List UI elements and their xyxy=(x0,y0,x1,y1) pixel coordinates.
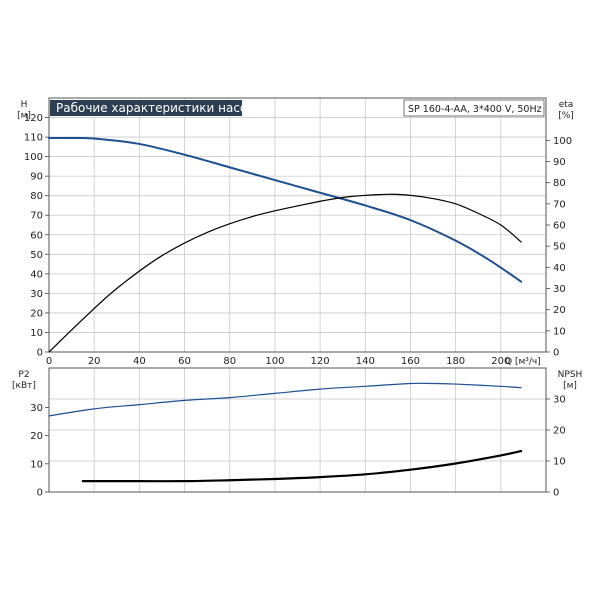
pump-model-label: SP 160-4-AA, 3*400 V, 50Hz xyxy=(408,104,542,115)
model-box xyxy=(403,99,545,117)
y-tick-label-left: 10 xyxy=(30,328,43,339)
top-plot-frame xyxy=(48,97,547,353)
power-curve xyxy=(48,382,522,417)
chart-title: Рабочие характеристики насоса xyxy=(56,101,261,115)
y-tick-label-left: 80 xyxy=(30,191,43,202)
x-axis-label: Q [м³/ч] xyxy=(505,357,541,367)
npsh-curve xyxy=(81,449,523,483)
x-tick-label: 160 xyxy=(401,356,420,367)
y-axis-unit-right-bottom: [м] xyxy=(563,381,577,391)
x-tick-label: 200 xyxy=(491,356,510,367)
y-tick-label-left-bottom: 20 xyxy=(30,431,43,442)
y-tick-label-right: 50 xyxy=(553,242,566,253)
y-axis-label-right: eta xyxy=(559,100,574,110)
y-tick-label-right: 30 xyxy=(553,284,566,295)
y-tick-label-left: 70 xyxy=(30,211,43,222)
efficiency-curve xyxy=(48,193,522,353)
y-tick-label-right: 10 xyxy=(553,326,566,337)
x-tick-label: 80 xyxy=(223,356,236,367)
y-axis-unit-right: [%] xyxy=(558,111,574,121)
y-axis-unit-left-bottom: [кВт] xyxy=(12,381,36,391)
series-lines xyxy=(48,136,523,483)
x-tick-label: 120 xyxy=(311,356,330,367)
y-tick-label-left: 110 xyxy=(24,133,43,144)
y-tick-label-left: 50 xyxy=(30,250,43,261)
y-axis-unit-left: [м] xyxy=(17,111,31,121)
y-tick-label-left: 100 xyxy=(24,152,43,163)
y-tick-label-left: 30 xyxy=(30,289,43,300)
y-tick-label-left-bottom: 30 xyxy=(30,403,43,414)
head-curve xyxy=(48,136,523,283)
x-tick-label: 100 xyxy=(265,356,284,367)
x-tick-label: 60 xyxy=(178,356,191,367)
tick-labels: 0 20 40 60 80 100 120 140 160 180 2000102030405060… xyxy=(24,113,572,498)
y-tick-label-left: 60 xyxy=(30,230,43,241)
y-tick-label-right: 60 xyxy=(553,221,566,232)
x-tick-label: 20 xyxy=(88,356,101,367)
bottom-plot-frame xyxy=(48,367,547,493)
y-tick-label-left: 0 xyxy=(37,348,43,359)
title-background xyxy=(50,100,242,116)
y-tick-label-right-bottom: 30 xyxy=(553,395,566,406)
y-tick-label-right: 70 xyxy=(553,199,566,210)
y-tick-label-left: 120 xyxy=(24,113,43,124)
grid-lines xyxy=(45,98,550,493)
y-tick-label-left: 40 xyxy=(30,269,43,280)
y-tick-label-left: 20 xyxy=(30,308,43,319)
y-tick-label-left-bottom: 10 xyxy=(30,459,43,470)
y-axis-label-left-bottom: P2 xyxy=(18,370,29,380)
y-tick-label-right: 100 xyxy=(553,136,572,147)
x-tick-label: 180 xyxy=(446,356,465,367)
y-tick-label-right: 20 xyxy=(553,305,566,316)
y-tick-label-right: 90 xyxy=(553,157,566,168)
x-tick-label: 40 xyxy=(133,356,146,367)
y-tick-label-right-bottom: 10 xyxy=(553,457,566,468)
x-tick-label: 0 xyxy=(46,356,52,367)
x-tick-label: 140 xyxy=(356,356,375,367)
y-tick-label-right-bottom: 0 xyxy=(553,488,559,499)
y-tick-label-left-bottom: 0 xyxy=(37,488,43,499)
plot-frames xyxy=(48,97,547,493)
y-tick-label-right: 40 xyxy=(553,263,566,274)
y-axis-label-left: H xyxy=(21,100,28,110)
y-axis-label-right-bottom: NPSH xyxy=(558,370,583,380)
axis-labels: H[м]eta[%]Q [м³/ч]P2[кВт]NPSH[м] xyxy=(12,100,582,391)
y-tick-label-right: 80 xyxy=(553,178,566,189)
y-tick-label-left: 90 xyxy=(30,172,43,183)
y-tick-label-right-bottom: 20 xyxy=(553,426,566,437)
y-tick-label-right: 0 xyxy=(553,348,559,359)
chart-title-box: Рабочие характеристики насоса SP 160-4-A… xyxy=(50,99,545,117)
